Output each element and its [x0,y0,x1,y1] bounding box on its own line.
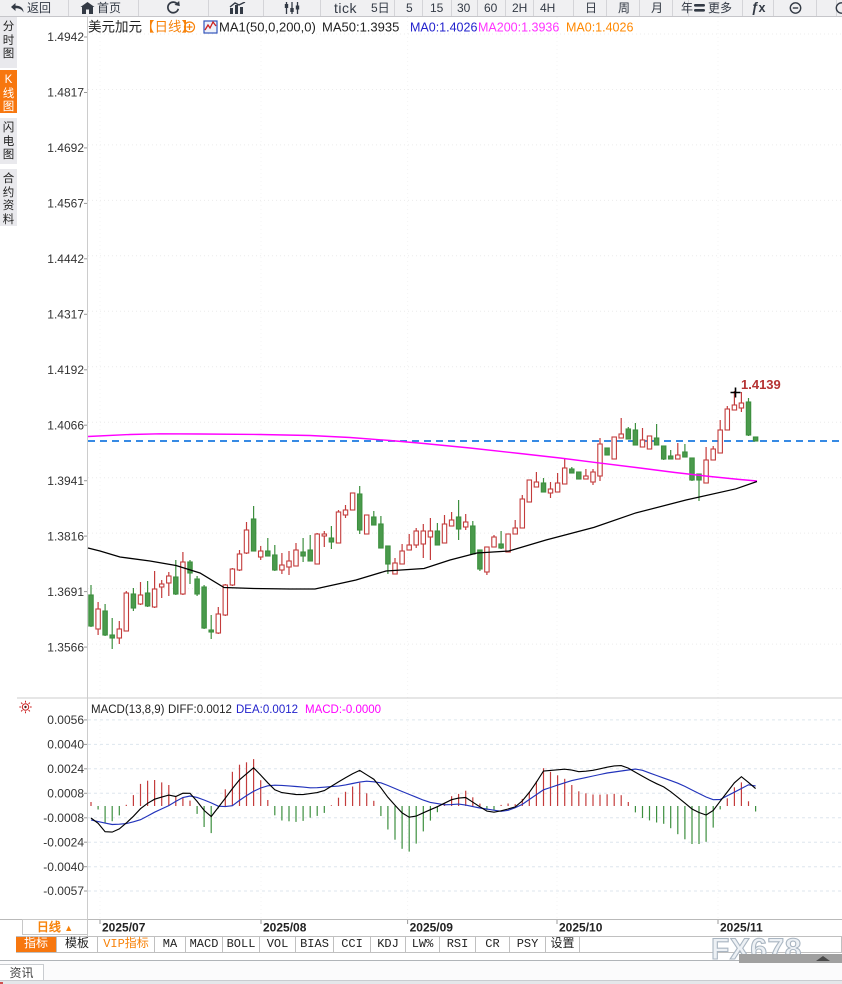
svg-text:DIFF:0.0012: DIFF:0.0012 [168,704,232,716]
svg-text:DEA:0.0012: DEA:0.0012 [236,704,298,716]
svg-text:1.4817: 1.4817 [47,86,84,100]
svg-text:-0.0008: -0.0008 [43,811,84,825]
svg-text:1.4066: 1.4066 [47,418,84,432]
svg-text:2025/08: 2025/08 [263,921,307,935]
svg-text:1.4317: 1.4317 [47,308,84,322]
svg-text:1.3566: 1.3566 [47,640,84,654]
svg-text:2025/10: 2025/10 [559,921,603,935]
svg-text:2025/09: 2025/09 [410,921,454,935]
svg-text:1.4942: 1.4942 [47,30,84,44]
svg-text:0.0008: 0.0008 [47,787,84,801]
svg-text:0.0056: 0.0056 [47,713,84,727]
svg-text:MA1(50,0,200,0): MA1(50,0,200,0) [219,20,316,35]
svg-text:MA50:1.3935: MA50:1.3935 [322,20,399,35]
svg-text:1.4192: 1.4192 [47,363,84,377]
svg-text:MACD:-0.0000: MACD:-0.0000 [305,704,381,716]
svg-text:1.4567: 1.4567 [47,197,84,211]
svg-text:1.3941: 1.3941 [47,474,84,488]
svg-text:MA0:1.4026: MA0:1.4026 [566,21,633,35]
svg-text:【日线】: 【日线】 [141,20,195,35]
svg-text:0.0024: 0.0024 [47,762,84,776]
svg-text:1.3691: 1.3691 [47,585,84,599]
svg-text:1.4442: 1.4442 [47,252,84,266]
svg-text:-0.0057: -0.0057 [43,884,84,898]
svg-text:MA200:1.3936: MA200:1.3936 [478,21,559,35]
svg-text:MACD(13,8,9): MACD(13,8,9) [91,704,165,716]
svg-text:0.0040: 0.0040 [47,738,84,752]
svg-text:-0.0040: -0.0040 [43,860,84,874]
svg-text:1.4139: 1.4139 [741,377,781,392]
svg-text:美元加元: 美元加元 [88,20,142,35]
svg-text:2025/11: 2025/11 [720,921,763,935]
svg-text:MA0:1.4026: MA0:1.4026 [410,21,477,35]
svg-text:1.4692: 1.4692 [47,141,84,155]
svg-text:-0.0024: -0.0024 [43,836,84,850]
svg-text:2025/07: 2025/07 [102,921,146,935]
svg-text:1.3816: 1.3816 [47,529,84,543]
